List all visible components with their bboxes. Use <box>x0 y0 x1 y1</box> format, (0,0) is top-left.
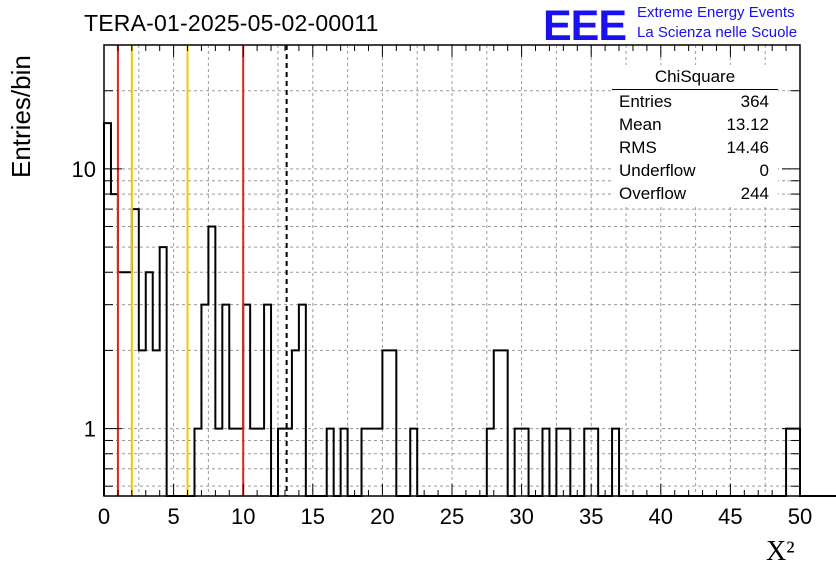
x-tick-label: 20 <box>370 504 394 529</box>
y-axis-label: Entries/bin <box>6 55 36 178</box>
x-tick-label: 30 <box>509 504 533 529</box>
x-tick-label: 35 <box>579 504 603 529</box>
stats-label: Underflow <box>619 161 696 180</box>
stats-row-rms: RMS 14.46 <box>612 136 778 159</box>
x-tick-label: 15 <box>301 504 325 529</box>
stats-value: 13.12 <box>726 115 769 134</box>
stats-row-entries: Entries 364 <box>612 90 778 113</box>
stats-row-underflow: Underflow 0 <box>612 159 778 182</box>
y-tick-label: 1 <box>84 417 96 442</box>
stats-value: 0 <box>759 161 769 180</box>
eee-logo: EEE <box>543 2 627 50</box>
chart-title: TERA-01-2025-05-02-00011 <box>84 10 379 36</box>
x-tick-label: 10 <box>231 504 255 529</box>
stats-label: Mean <box>619 115 662 134</box>
x-tick-label: 25 <box>440 504 464 529</box>
y-tick-label: 10 <box>72 157 96 182</box>
x-tick-label: 50 <box>788 504 812 529</box>
x-axis-label: X² <box>766 536 795 567</box>
x-tick-label: 45 <box>718 504 742 529</box>
stats-title: ChiSquare <box>612 65 778 90</box>
x-tick-label: 0 <box>98 504 110 529</box>
x-tick-label: 5 <box>167 504 179 529</box>
x-tick-label: 40 <box>649 504 673 529</box>
stats-label: RMS <box>619 138 657 157</box>
stats-row-overflow: Overflow 244 <box>612 182 778 205</box>
stats-row-mean: Mean 13.12 <box>612 113 778 136</box>
stats-box: ChiSquare Entries 364 Mean 13.12 RMS 14.46 … <box>612 65 778 205</box>
stats-label: Overflow <box>619 184 687 203</box>
stats-value: 244 <box>740 184 769 203</box>
stats-value: 14.46 <box>726 138 769 157</box>
stats-label: Entries <box>619 92 672 111</box>
stats-value: 364 <box>740 92 769 111</box>
logo-line-2: La Scienza nelle Scuole <box>637 24 798 41</box>
logo-line-1: Extreme Energy Events <box>637 4 795 21</box>
